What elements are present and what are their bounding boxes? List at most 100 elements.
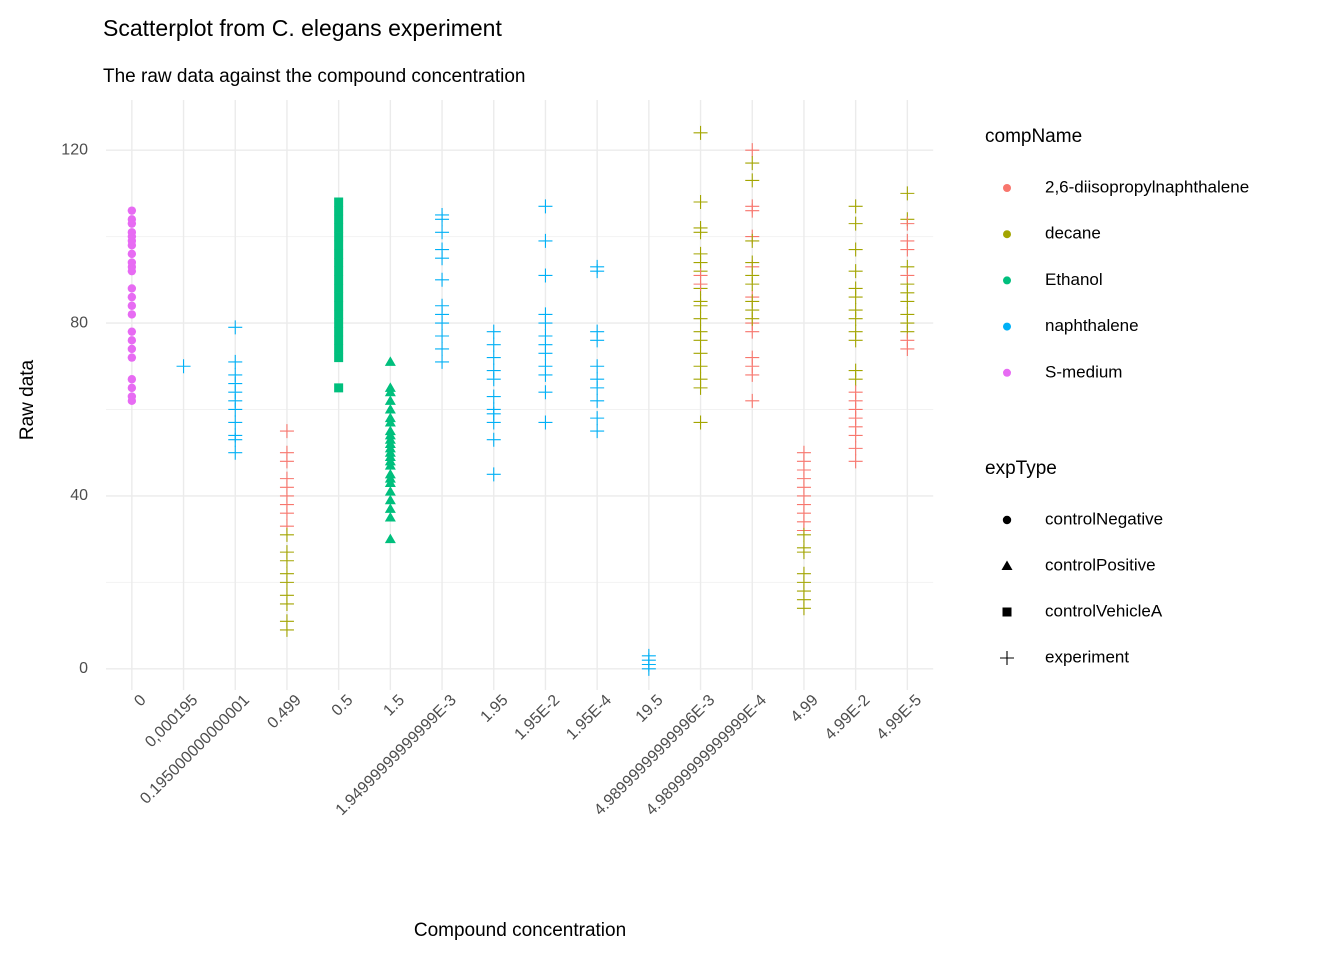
point bbox=[538, 415, 553, 430]
point bbox=[435, 341, 450, 356]
point bbox=[796, 527, 811, 542]
point bbox=[590, 424, 605, 439]
point bbox=[848, 242, 863, 257]
legend-label: experiment bbox=[1045, 647, 1129, 666]
legend-label: controlNegative bbox=[1045, 509, 1163, 528]
point bbox=[693, 333, 708, 348]
x-tick-label: 1.95E-2 bbox=[512, 692, 564, 744]
point bbox=[745, 277, 760, 292]
point bbox=[693, 311, 708, 326]
point bbox=[334, 232, 344, 242]
point bbox=[279, 506, 294, 521]
point bbox=[279, 454, 294, 469]
point bbox=[384, 425, 396, 436]
point bbox=[384, 382, 396, 392]
point bbox=[435, 316, 450, 331]
point bbox=[900, 242, 915, 257]
x-tick-label: 1.95E-4 bbox=[563, 692, 615, 744]
point bbox=[848, 311, 863, 326]
point bbox=[900, 268, 915, 283]
point bbox=[334, 223, 344, 233]
point bbox=[127, 249, 137, 259]
point bbox=[745, 393, 760, 408]
point bbox=[848, 264, 863, 279]
legend-label: controlVehicleA bbox=[1045, 601, 1163, 620]
point bbox=[538, 346, 553, 361]
point bbox=[745, 156, 760, 171]
point bbox=[486, 372, 501, 387]
legend-label: Ethanol bbox=[1045, 270, 1103, 289]
point bbox=[745, 143, 760, 158]
point bbox=[334, 383, 344, 393]
point bbox=[127, 284, 137, 293]
point bbox=[334, 197, 344, 207]
point bbox=[745, 173, 760, 188]
point bbox=[486, 389, 501, 404]
point bbox=[334, 301, 344, 311]
point bbox=[590, 393, 605, 408]
point bbox=[486, 415, 501, 430]
x-tick-label: 19.5 bbox=[633, 692, 667, 726]
point bbox=[127, 336, 137, 345]
point bbox=[796, 601, 811, 616]
point bbox=[590, 333, 605, 348]
point bbox=[641, 648, 656, 663]
legend-key bbox=[1002, 515, 1012, 525]
x-tick-label: 1.95 bbox=[478, 692, 512, 726]
point bbox=[693, 415, 708, 430]
point bbox=[538, 268, 553, 283]
point bbox=[228, 354, 243, 369]
point bbox=[435, 225, 450, 240]
point bbox=[228, 432, 243, 447]
point bbox=[693, 346, 708, 361]
y-axis-label: Raw data bbox=[17, 359, 38, 440]
point bbox=[538, 233, 553, 248]
point bbox=[334, 275, 344, 285]
point bbox=[435, 212, 450, 227]
x-tick-label: 4.99E-5 bbox=[874, 692, 926, 744]
legend-key bbox=[1003, 322, 1011, 331]
point bbox=[334, 249, 344, 259]
legend-key bbox=[1003, 230, 1011, 239]
point bbox=[334, 292, 344, 302]
point bbox=[538, 367, 553, 382]
point bbox=[538, 316, 553, 331]
point bbox=[745, 311, 760, 326]
x-tick-label: 1.5 bbox=[380, 692, 408, 720]
point bbox=[693, 225, 708, 240]
point bbox=[334, 327, 344, 337]
point bbox=[334, 353, 344, 363]
point bbox=[693, 195, 708, 210]
point bbox=[279, 424, 294, 439]
point bbox=[334, 318, 344, 328]
point bbox=[745, 255, 760, 270]
y-tick-label: 80 bbox=[70, 314, 88, 331]
point bbox=[228, 402, 243, 417]
point bbox=[848, 290, 863, 305]
point bbox=[900, 341, 915, 356]
point bbox=[486, 324, 501, 339]
point bbox=[334, 344, 344, 354]
point bbox=[693, 380, 708, 395]
point bbox=[435, 354, 450, 369]
point bbox=[384, 512, 396, 522]
point bbox=[590, 264, 605, 279]
legend-label: S-medium bbox=[1045, 362, 1122, 381]
point bbox=[384, 395, 396, 405]
point bbox=[538, 385, 553, 400]
point bbox=[334, 309, 344, 319]
point bbox=[384, 412, 396, 423]
x-axis-label: Compound concentration bbox=[414, 920, 626, 941]
point bbox=[384, 494, 396, 505]
point bbox=[693, 125, 708, 140]
point bbox=[127, 310, 137, 319]
point bbox=[127, 215, 137, 224]
point bbox=[486, 467, 501, 482]
point bbox=[384, 486, 396, 496]
point bbox=[127, 258, 137, 267]
point bbox=[848, 372, 863, 387]
point bbox=[127, 206, 137, 215]
point bbox=[334, 206, 344, 216]
point bbox=[384, 356, 396, 366]
